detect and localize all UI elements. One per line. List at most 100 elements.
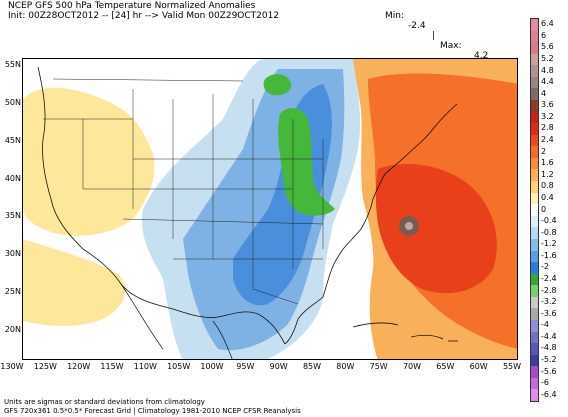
- colorbar-tick-label: 1.6: [541, 158, 554, 168]
- colorbar-swatch: [531, 204, 538, 217]
- lon-label: 60W: [469, 362, 488, 371]
- colorbar-tick-label: -3.6: [541, 308, 557, 318]
- caribbean-islands: [352, 322, 458, 342]
- colorbar-tick-label: 2: [541, 146, 547, 156]
- colorbar-tick-label: 4.4: [541, 77, 554, 87]
- colorbar-tick-label: 4: [541, 88, 547, 98]
- colorbar-swatch: [531, 227, 538, 240]
- colorbar-swatch: [531, 331, 538, 344]
- colorbar-tick-label: -1.2: [541, 239, 557, 249]
- coastline: [37, 66, 458, 345]
- source-note: GFS 720x361 0.5*0.5* Forecast Grid | Cli…: [4, 407, 301, 415]
- colorbar-swatch: [531, 285, 538, 298]
- colorbar-swatch: [531, 296, 538, 309]
- min-value: -2.4: [408, 21, 426, 31]
- min-max-readout: Min: -2.4 | Max: 4.2: [0, 1, 568, 61]
- colorbar-swatch: [531, 146, 538, 159]
- pacific-warm-anomaly: [23, 239, 126, 326]
- colorbar-tick-label: 0: [541, 204, 547, 214]
- lat-label: 20N: [4, 325, 21, 334]
- west-warm-anomaly: [23, 87, 155, 236]
- lon-label: 70W: [402, 362, 422, 371]
- lat-label: 30N: [4, 249, 21, 259]
- lat-label: 50N: [4, 97, 21, 107]
- colorbar-swatch: [531, 366, 538, 379]
- lon-label: 125W: [33, 362, 57, 371]
- units-note: Units are sigmas or standard deviations …: [4, 398, 205, 406]
- colorbar-swatch: [531, 343, 538, 356]
- atlantic-warm-inner: [375, 164, 497, 294]
- north-cold-core: [263, 74, 292, 96]
- lon-label: 65W: [436, 362, 455, 371]
- lon-label: 75W: [369, 362, 388, 371]
- colorbar-tick-label: -4: [541, 320, 549, 330]
- lon-label: 130W: [0, 362, 24, 371]
- anomaly-map: [22, 58, 518, 360]
- colorbar-swatch: [531, 100, 538, 113]
- colorbar-tick-label: -2: [541, 262, 549, 272]
- max-label: Max:: [440, 41, 462, 51]
- lon-label: 95W: [236, 362, 255, 371]
- colorbar-tick-label: 0.4: [541, 192, 554, 202]
- colorbar-swatch: [531, 181, 538, 194]
- colorbar-tick-label: 6.4: [541, 19, 554, 29]
- mexico-coast: [120, 283, 233, 359]
- colorbar-tick-label: 5.6: [541, 42, 554, 52]
- map-title: NCEP GFS 500 hPa Temperature Normalized …: [8, 1, 256, 11]
- colorbar-swatch: [531, 308, 538, 321]
- colorbar-tick-label: 2.4: [541, 135, 554, 145]
- colorbar-tick-label: 6: [541, 30, 547, 40]
- min-max-separator: |: [432, 31, 436, 41]
- colorbar-swatch: [531, 215, 538, 228]
- colorbar-tick-label: -4.4: [541, 331, 557, 341]
- lat-label: 25N: [4, 287, 21, 297]
- lat-label: 45N: [4, 135, 21, 145]
- colorbar-swatch: [531, 157, 538, 170]
- colorbar-swatch: [531, 30, 538, 43]
- colorbar-swatch: [531, 377, 538, 390]
- colorbar-swatch: [531, 319, 538, 333]
- colorbar-tick-label: -2.8: [541, 285, 557, 295]
- colorbar-swatch: [531, 250, 538, 263]
- colorbar-tick-label: -6: [541, 378, 549, 388]
- lon-label: 110W: [133, 362, 157, 371]
- colorbar-swatch: [531, 111, 538, 124]
- colorbar-tick-label: -6.4: [541, 389, 557, 399]
- lon-label: 105W: [167, 362, 191, 371]
- lon-label: 120W: [67, 362, 91, 371]
- lon-label: 115W: [100, 362, 124, 371]
- colorbar-swatch: [531, 134, 538, 147]
- colorbar-swatch: [531, 76, 538, 89]
- colorbar-tick-label: -1.6: [541, 250, 557, 260]
- max-value: 4.2: [474, 51, 489, 61]
- colorbar-swatch: [531, 169, 538, 182]
- colorbar-swatch: [531, 389, 538, 402]
- min-label: Min:: [385, 11, 405, 21]
- anomaly-map-canvas: [23, 59, 517, 359]
- colorbar: [530, 18, 539, 402]
- colorbar-tick-label: 0.8: [541, 181, 554, 191]
- colorbar-tick-label: -3.2: [541, 297, 557, 307]
- colorbar-tick-label: 5.2: [541, 54, 554, 63]
- lon-label: 80W: [336, 362, 355, 371]
- colorbar-swatch: [531, 65, 538, 78]
- colorbar-tick-label: -2.4: [541, 273, 557, 283]
- colorbar-tick-label: 4.8: [541, 65, 554, 75]
- lon-label: 90W: [269, 362, 288, 371]
- colorbar-swatch: [531, 273, 538, 286]
- colorbar-tick-label: -5.6: [541, 366, 557, 376]
- colorbar-swatch: [531, 123, 538, 136]
- colorbar-swatch: [531, 192, 538, 205]
- map-subtitle: Init: 00Z28OCT2012 -- [24] hr --> Valid …: [8, 11, 280, 21]
- state-borders: [43, 78, 324, 305]
- colorbar-swatch: [531, 238, 538, 251]
- colorbar-tick-label: -5.2: [541, 354, 557, 364]
- lat-label: 35N: [4, 211, 21, 221]
- lon-label: 100W: [200, 362, 224, 371]
- colorbar-tick-label: 1.2: [541, 169, 554, 179]
- colorbar-tick-label: -0.4: [541, 216, 557, 226]
- colorbar-swatch: [531, 354, 538, 367]
- cold-core-green: [278, 107, 335, 216]
- colorbar-tick-label: 3.6: [541, 100, 554, 110]
- colorbar-swatch: [531, 88, 538, 101]
